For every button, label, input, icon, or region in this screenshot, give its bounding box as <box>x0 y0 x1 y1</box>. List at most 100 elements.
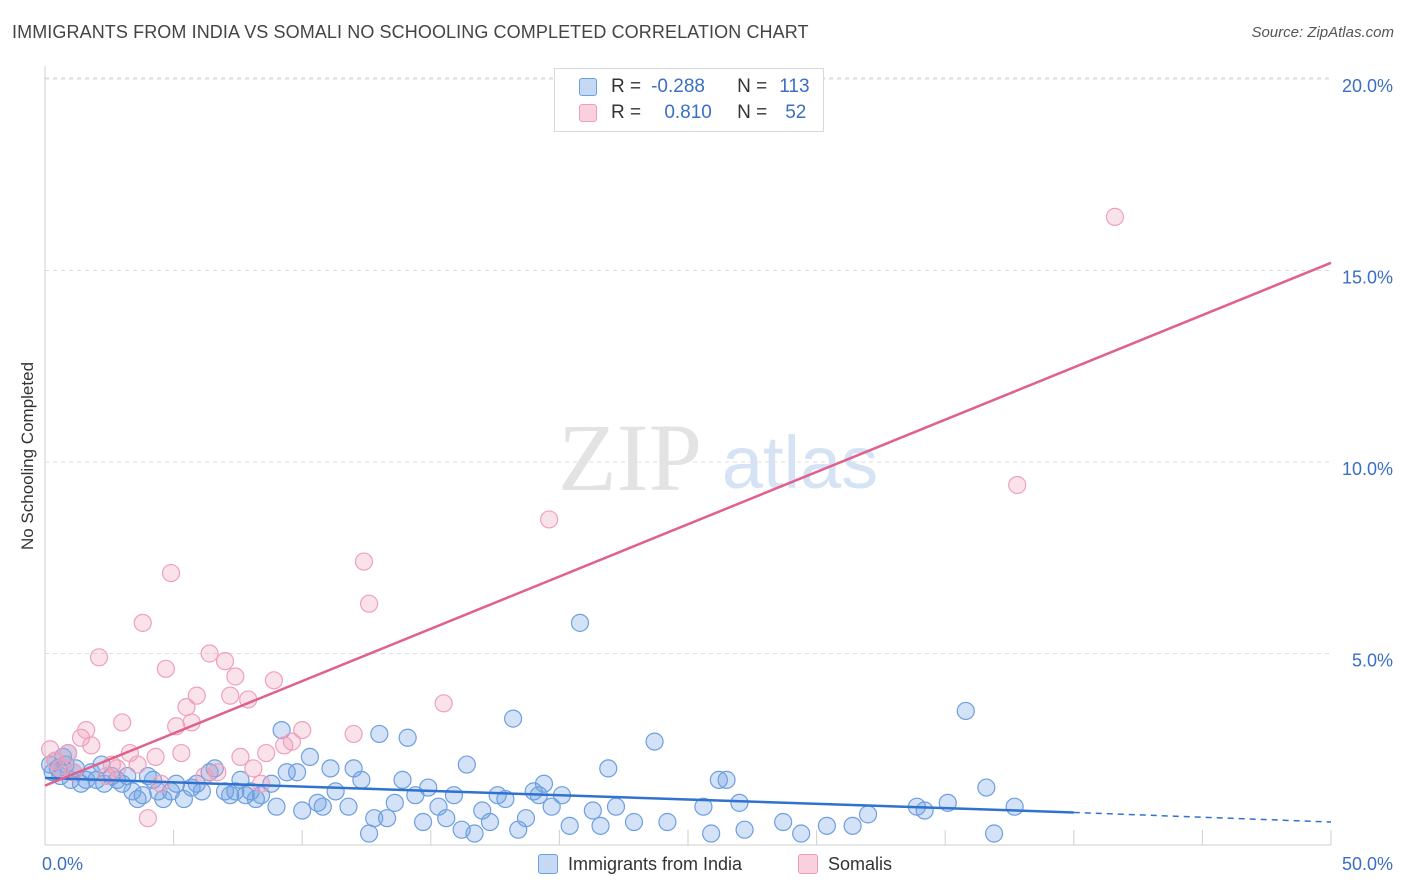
point-somalis <box>231 747 250 767</box>
watermark-atlas: atlas <box>722 421 878 504</box>
point-india <box>393 770 412 789</box>
point-india <box>326 782 345 801</box>
point-somalis <box>77 720 96 740</box>
legend-n-value-india: 113 <box>779 76 810 97</box>
legend-row-india: R = -0.288 N = 113 <box>579 75 810 99</box>
point-somalis <box>156 659 175 678</box>
point-india <box>287 763 307 782</box>
point-somalis <box>354 552 374 571</box>
point-india <box>645 732 664 751</box>
correlation-legend: R = -0.288 N = 113 R = 0.810 N = 52 <box>554 68 824 132</box>
bottom-legend-somalis: Somalis <box>798 851 892 877</box>
point-somalis <box>221 686 240 705</box>
y-tick-label: 15.0% <box>1342 268 1393 288</box>
point-india <box>313 797 332 816</box>
point-somalis <box>1008 475 1027 495</box>
point-somalis <box>89 648 109 667</box>
point-india <box>858 805 878 824</box>
point-somalis <box>146 747 165 767</box>
legend-swatch-india <box>579 78 597 96</box>
y-tick-label: 10.0% <box>1342 459 1393 479</box>
point-india <box>359 824 379 843</box>
point-india <box>377 809 397 828</box>
x-tick-label-max: 50.0% <box>1342 854 1393 874</box>
point-somalis <box>215 652 235 671</box>
point-india <box>735 820 754 839</box>
point-india <box>133 786 152 805</box>
point-india <box>843 816 862 835</box>
point-india <box>267 797 286 816</box>
bottom-legend-swatch-somalis <box>798 854 818 874</box>
gridlines <box>45 77 1331 654</box>
point-india <box>192 782 211 801</box>
point-india <box>226 782 245 801</box>
point-somalis <box>226 667 245 686</box>
point-india <box>702 824 721 843</box>
point-india <box>370 724 389 744</box>
point-india <box>606 797 626 816</box>
x-tick-label-min: 0.0% <box>42 854 83 874</box>
bottom-legend-label-india: Immigrants from India <box>568 853 743 874</box>
point-somalis <box>282 732 302 751</box>
point-india <box>624 812 644 832</box>
point-india <box>321 759 340 778</box>
point-india <box>262 774 281 793</box>
data-points <box>41 207 1125 843</box>
point-india <box>444 786 464 805</box>
legend-n-value-somalis: 52 <box>785 102 807 123</box>
point-somalis <box>133 613 152 632</box>
legend-swatch-somalis <box>579 104 597 122</box>
point-india <box>694 797 713 816</box>
point-india <box>437 809 456 828</box>
point-india <box>792 824 811 843</box>
point-somalis <box>161 563 181 583</box>
watermark-zip: ZIP <box>558 404 702 511</box>
point-india <box>534 774 554 793</box>
point-somalis <box>82 736 101 755</box>
point-somalis <box>200 644 219 663</box>
point-india <box>915 801 934 820</box>
point-india <box>977 778 996 797</box>
point-india <box>1005 797 1024 816</box>
trend-line-india-extension <box>1073 811 1332 823</box>
point-india <box>293 801 312 820</box>
point-india <box>570 613 590 632</box>
point-somalis <box>257 743 276 763</box>
point-somalis <box>59 743 78 763</box>
y-tick-label: 5.0% <box>1352 651 1393 671</box>
point-somalis <box>187 686 206 705</box>
point-india <box>504 709 523 728</box>
point-india <box>591 816 610 835</box>
point-india <box>774 812 793 832</box>
trend-lines <box>44 261 1332 823</box>
legend-n-label: N = <box>737 76 768 97</box>
tick-labels: 5.0% 10.0% 15.0% 20.0% 0.0% 50.0% <box>42 76 1393 874</box>
point-somalis <box>359 594 379 613</box>
point-india <box>560 816 579 835</box>
point-somalis <box>540 510 559 529</box>
trend-line-somalis <box>44 261 1332 787</box>
point-india <box>385 793 404 812</box>
point-somalis <box>138 809 157 828</box>
point-somalis <box>172 743 191 763</box>
point-india <box>339 797 358 816</box>
bottom-legend-india: Immigrants from India <box>538 851 742 877</box>
trend-line-india <box>44 776 1074 814</box>
point-india <box>956 701 975 721</box>
point-india <box>154 789 173 809</box>
point-somalis <box>264 671 284 690</box>
point-india <box>709 770 728 789</box>
point-somalis <box>151 774 170 793</box>
point-india <box>419 778 438 797</box>
point-india <box>465 824 484 843</box>
point-india <box>398 728 417 747</box>
point-india <box>516 809 536 828</box>
point-somalis <box>208 763 227 782</box>
point-somalis <box>1105 207 1125 226</box>
point-somalis <box>293 720 312 740</box>
chart-title: IMMIGRANTS FROM INDIA VS SOMALI NO SCHOO… <box>12 22 809 42</box>
point-somalis <box>434 694 453 713</box>
point-india <box>658 812 677 832</box>
point-india <box>277 763 296 782</box>
